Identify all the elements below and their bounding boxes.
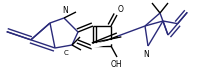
Text: C: C: [63, 50, 68, 56]
Text: N: N: [143, 50, 149, 59]
Text: OH: OH: [110, 60, 122, 69]
Text: N: N: [62, 6, 68, 15]
Text: O: O: [118, 5, 124, 14]
